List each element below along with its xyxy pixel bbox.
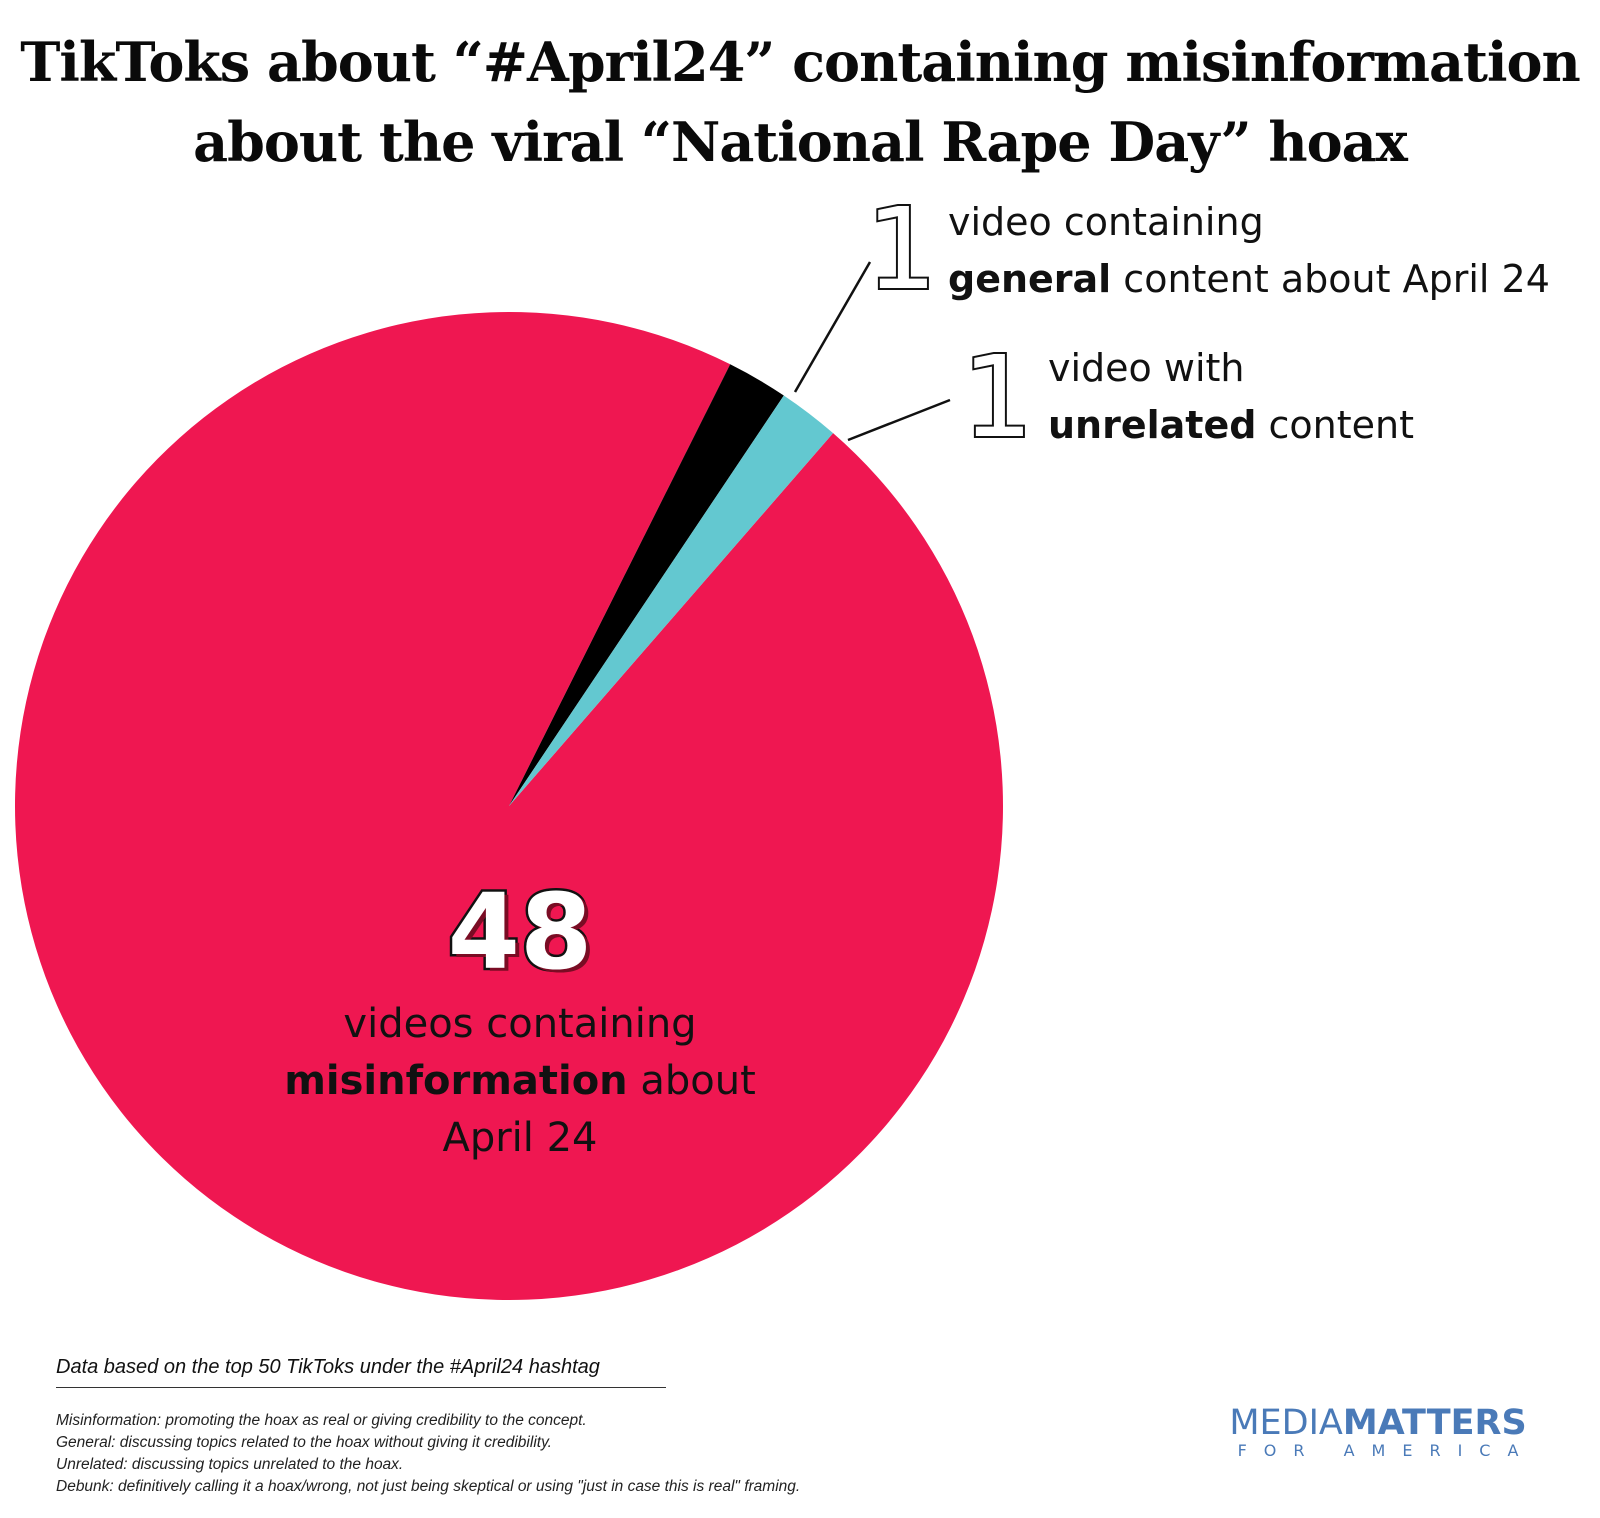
leader-line-general (795, 262, 870, 392)
slice-text-line-1: videos containing (260, 996, 780, 1053)
slice-value-misinformation: 48 (260, 872, 780, 992)
definition-debunk: Debunk: definitively calling it a hoax/w… (56, 1476, 800, 1498)
callout-general-value: 1 (866, 190, 937, 310)
slice-text-line-2: misinformation about (260, 1053, 780, 1110)
slice-text-bold: misinformation (284, 1058, 627, 1104)
slice-text-rest: about (628, 1058, 756, 1104)
slice-text-misinformation: videos containing misinformation about A… (260, 996, 780, 1167)
definition-misinformation: Misinformation: promoting the hoax as re… (56, 1410, 800, 1432)
slice-label-misinformation: 48 videos containing misinformation abou… (260, 872, 780, 1167)
leader-line-unrelated (848, 400, 950, 440)
callout-general-text: video containing general content about A… (948, 194, 1550, 308)
definition-unrelated: Unrelated: discussing topics unrelated t… (56, 1454, 800, 1476)
callout-unrelated-text: video with unrelated content (1048, 340, 1414, 454)
callout-unrelated-rest: content (1256, 403, 1414, 447)
logo-wordmark: MEDIAMATTERS (1214, 1404, 1542, 1442)
media-matters-logo: MEDIAMATTERS FOR AMERICA (1214, 1404, 1542, 1460)
definitions-list: Misinformation: promoting the hoax as re… (56, 1410, 800, 1498)
callout-unrelated-bold: unrelated (1048, 403, 1256, 447)
callout-general-line-2: general content about April 24 (948, 251, 1550, 308)
callout-unrelated-value: 1 (962, 338, 1033, 458)
slice-text-line-3: April 24 (260, 1110, 780, 1167)
logo-part-1: MEDIA (1229, 1403, 1343, 1443)
callout-unrelated-line-2: unrelated content (1048, 397, 1414, 454)
callout-unrelated-line-1: video with (1048, 340, 1414, 397)
definition-general: General: discussing topics related to th… (56, 1432, 800, 1454)
callout-general-line-1: video containing (948, 194, 1550, 251)
callout-general-bold: general (948, 257, 1111, 301)
logo-subtitle: FOR AMERICA (1214, 1442, 1559, 1460)
logo-part-2: MATTERS (1343, 1403, 1527, 1443)
data-source-note: Data based on the top 50 TikToks under t… (56, 1356, 666, 1388)
callout-general-rest: content about April 24 (1111, 257, 1550, 301)
